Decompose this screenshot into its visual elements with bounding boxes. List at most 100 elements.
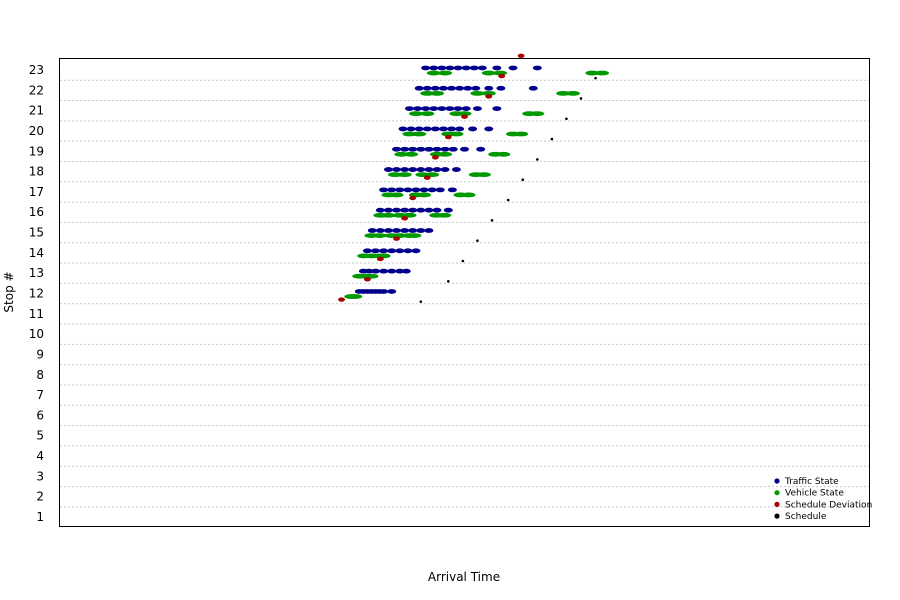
data-point xyxy=(437,65,447,71)
data-point xyxy=(387,289,397,294)
y-tick-label: 1 xyxy=(36,510,44,524)
legend-label: Vehicle State xyxy=(785,489,844,499)
data-point xyxy=(565,117,568,121)
y-tick-label: 21 xyxy=(29,104,44,118)
plot-frame xyxy=(59,58,870,527)
data-point xyxy=(461,192,476,198)
legend-label: Schedule xyxy=(785,512,827,522)
data-point xyxy=(364,277,371,282)
data-point xyxy=(453,106,463,112)
data-point xyxy=(435,187,445,193)
data-point xyxy=(408,207,418,213)
y-tick-label: 7 xyxy=(36,388,44,402)
data-point xyxy=(438,151,453,157)
legend-marker xyxy=(774,478,780,484)
data-point xyxy=(536,158,539,161)
data-point xyxy=(461,106,471,112)
data-point xyxy=(375,228,385,233)
data-point xyxy=(381,212,396,218)
data-point xyxy=(477,65,487,71)
data-point xyxy=(461,114,468,119)
data-point xyxy=(444,134,452,140)
data-point xyxy=(411,187,421,193)
data-point xyxy=(449,131,464,137)
data-point xyxy=(485,94,493,99)
data-point xyxy=(379,248,389,254)
data-point xyxy=(364,268,374,274)
data-point xyxy=(408,111,423,117)
data-point xyxy=(457,111,472,117)
data-point xyxy=(469,65,479,71)
y-tick-label: 12 xyxy=(29,287,44,301)
y-tick-label: 20 xyxy=(29,124,44,138)
data-point xyxy=(375,207,385,213)
data-point xyxy=(417,192,432,198)
data-point xyxy=(387,268,397,274)
legend-label: Traffic State xyxy=(784,477,839,487)
data-point xyxy=(429,106,439,112)
data-point xyxy=(419,187,429,193)
data-point xyxy=(398,126,408,132)
data-point xyxy=(416,167,426,172)
data-point xyxy=(416,207,426,213)
data-point xyxy=(371,268,381,274)
y-tick-label: 9 xyxy=(36,347,44,361)
data-point xyxy=(445,65,455,71)
data-point xyxy=(383,228,393,233)
data-point xyxy=(579,97,583,100)
data-point xyxy=(565,90,580,96)
data-point xyxy=(468,126,478,132)
y-tick-label: 6 xyxy=(36,408,44,422)
data-point xyxy=(528,85,538,91)
data-point xyxy=(383,207,393,213)
data-point xyxy=(376,256,384,262)
data-point xyxy=(401,268,411,274)
data-point xyxy=(408,228,418,233)
data-point xyxy=(595,70,610,76)
data-point xyxy=(585,70,600,76)
data-point xyxy=(437,106,447,112)
data-point xyxy=(443,207,453,213)
data-series xyxy=(338,53,610,303)
data-point xyxy=(430,126,440,132)
data-point xyxy=(371,248,381,254)
data-point xyxy=(424,228,434,233)
data-point xyxy=(514,131,529,137)
data-point xyxy=(476,172,491,178)
data-point xyxy=(403,248,413,254)
data-point xyxy=(476,239,479,242)
data-point xyxy=(484,126,494,132)
data-point xyxy=(362,248,372,254)
data-point xyxy=(395,248,405,254)
data-point xyxy=(379,289,389,294)
data-point xyxy=(400,167,410,172)
series-schedule xyxy=(419,76,597,303)
data-point xyxy=(404,151,419,157)
data-point xyxy=(426,70,441,76)
data-point xyxy=(530,111,545,117)
data-point xyxy=(422,126,432,132)
data-point xyxy=(379,268,389,274)
y-tick-label: 4 xyxy=(36,449,44,463)
data-point xyxy=(408,146,418,152)
data-point xyxy=(412,131,427,137)
y-tick-label: 8 xyxy=(36,368,44,382)
y-tick-label: 13 xyxy=(29,266,44,280)
y-tick-label: 17 xyxy=(29,185,44,199)
data-point xyxy=(348,294,363,299)
data-point xyxy=(338,297,345,302)
y-tick-label: 3 xyxy=(36,469,44,483)
data-point xyxy=(392,146,402,152)
data-point xyxy=(414,126,424,132)
data-point xyxy=(556,90,571,96)
data-point xyxy=(397,172,412,178)
data-point xyxy=(389,192,404,198)
data-point xyxy=(416,228,426,233)
data-point xyxy=(407,233,422,238)
data-point xyxy=(401,216,409,221)
data-point xyxy=(403,187,413,193)
data-point xyxy=(481,90,496,96)
data-point xyxy=(424,167,434,172)
